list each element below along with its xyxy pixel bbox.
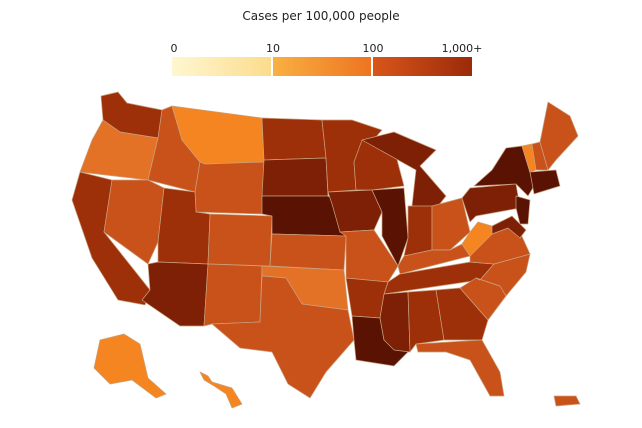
state-arizona[interactable]	[141, 261, 209, 327]
state-hawaii[interactable]	[199, 371, 243, 409]
legend-tick-label: 1,000+	[441, 42, 483, 55]
state-florida[interactable]	[415, 339, 505, 397]
legend-tick-label: 100	[362, 42, 384, 55]
state-michigan[interactable]	[361, 131, 447, 215]
legend-segment	[270, 57, 372, 76]
legend-segment	[371, 57, 473, 76]
state-maine[interactable]	[539, 101, 579, 171]
state-wyoming[interactable]	[194, 161, 265, 215]
state-georgia[interactable]	[435, 287, 489, 341]
legend-color-bar	[172, 57, 473, 76]
legend-segment	[172, 57, 271, 76]
state-kentucky[interactable]	[397, 243, 471, 275]
state-kansas[interactable]	[269, 233, 347, 271]
state-ohio[interactable]	[431, 197, 471, 251]
territory-puerto-rico[interactable]	[553, 395, 581, 407]
state-delaware-maryland[interactable]	[491, 215, 527, 239]
legend-tick-label: 10	[266, 42, 280, 55]
legend-tick-label: 0	[170, 42, 178, 55]
state-alaska[interactable]	[93, 333, 167, 399]
state-alabama[interactable]	[407, 289, 445, 353]
state-indiana[interactable]	[403, 205, 433, 257]
state-new-jersey[interactable]	[515, 195, 531, 225]
state-colorado[interactable]	[207, 213, 273, 267]
state-south-dakota[interactable]	[261, 157, 329, 197]
state-massachusetts-southern-ne[interactable]	[529, 169, 561, 195]
state-texas[interactable]	[211, 275, 355, 399]
map-title: Cases per 100,000 people	[242, 9, 400, 23]
state-north-dakota[interactable]	[261, 117, 327, 161]
state-new-mexico[interactable]	[203, 263, 263, 327]
color-legend: 0 10 100 1,000+	[170, 42, 482, 78]
